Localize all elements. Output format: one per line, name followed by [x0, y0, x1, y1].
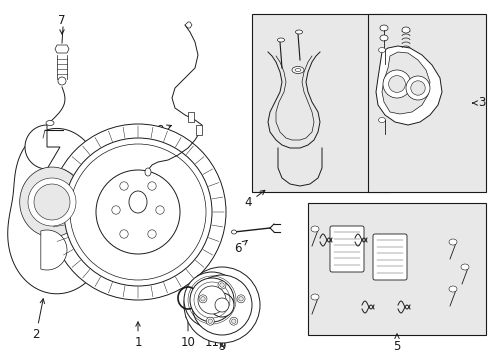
FancyBboxPatch shape [329, 226, 363, 272]
Circle shape [237, 295, 244, 303]
Polygon shape [41, 230, 67, 270]
Ellipse shape [294, 68, 301, 72]
Text: 9: 9 [218, 341, 225, 354]
Circle shape [215, 298, 228, 312]
Circle shape [58, 77, 66, 85]
Circle shape [382, 70, 410, 98]
Polygon shape [184, 22, 192, 28]
Circle shape [192, 275, 251, 335]
Bar [307, 203, 485, 335]
Polygon shape [25, 125, 60, 169]
Ellipse shape [295, 30, 302, 34]
Polygon shape [34, 184, 70, 220]
Text: 7: 7 [58, 13, 65, 34]
Text: 8: 8 [156, 123, 171, 136]
Circle shape [190, 278, 234, 322]
Ellipse shape [378, 117, 385, 122]
Circle shape [64, 138, 212, 286]
Text: 10: 10 [180, 313, 195, 350]
Circle shape [147, 230, 156, 238]
Ellipse shape [129, 191, 147, 213]
Ellipse shape [310, 226, 318, 232]
Text: 2: 2 [32, 299, 44, 342]
Circle shape [50, 124, 225, 300]
Circle shape [147, 182, 156, 190]
Polygon shape [28, 178, 76, 226]
Text: 5: 5 [392, 334, 400, 354]
Bar [196, 125, 202, 135]
Polygon shape [100, 184, 116, 220]
Ellipse shape [379, 35, 387, 41]
Polygon shape [375, 46, 441, 125]
Ellipse shape [231, 230, 236, 234]
Text: 1: 1 [134, 322, 142, 350]
Circle shape [120, 230, 128, 238]
Ellipse shape [379, 25, 387, 31]
Circle shape [156, 206, 164, 214]
Circle shape [199, 295, 206, 303]
Circle shape [201, 297, 205, 301]
Circle shape [218, 281, 225, 289]
Ellipse shape [401, 27, 409, 33]
Circle shape [405, 76, 429, 100]
Circle shape [229, 317, 237, 325]
Ellipse shape [448, 239, 456, 245]
Circle shape [209, 293, 234, 317]
Polygon shape [55, 45, 69, 53]
Circle shape [231, 319, 236, 323]
Text: 6: 6 [234, 240, 246, 255]
FancyBboxPatch shape [372, 234, 406, 280]
Circle shape [183, 267, 260, 343]
Ellipse shape [310, 294, 318, 300]
Ellipse shape [448, 286, 456, 292]
Bar [251, 14, 389, 192]
Bar [367, 14, 485, 192]
Polygon shape [20, 167, 83, 237]
Circle shape [219, 283, 224, 287]
Ellipse shape [460, 264, 468, 270]
Circle shape [410, 81, 425, 95]
Ellipse shape [46, 121, 54, 126]
Ellipse shape [378, 48, 385, 53]
Bar [187, 112, 194, 122]
Circle shape [70, 144, 205, 280]
Circle shape [388, 76, 405, 93]
Text: 4: 4 [244, 190, 264, 210]
Text: 11: 11 [204, 330, 219, 350]
Circle shape [96, 170, 180, 254]
Text: 3: 3 [472, 96, 485, 109]
Circle shape [207, 319, 212, 323]
Circle shape [183, 272, 240, 328]
Polygon shape [381, 52, 429, 114]
Polygon shape [8, 129, 109, 294]
Circle shape [206, 317, 214, 325]
Circle shape [120, 182, 128, 190]
Circle shape [238, 297, 243, 301]
Ellipse shape [291, 67, 304, 73]
Ellipse shape [277, 38, 284, 42]
Ellipse shape [145, 168, 151, 176]
Circle shape [112, 206, 120, 214]
Circle shape [198, 286, 225, 314]
